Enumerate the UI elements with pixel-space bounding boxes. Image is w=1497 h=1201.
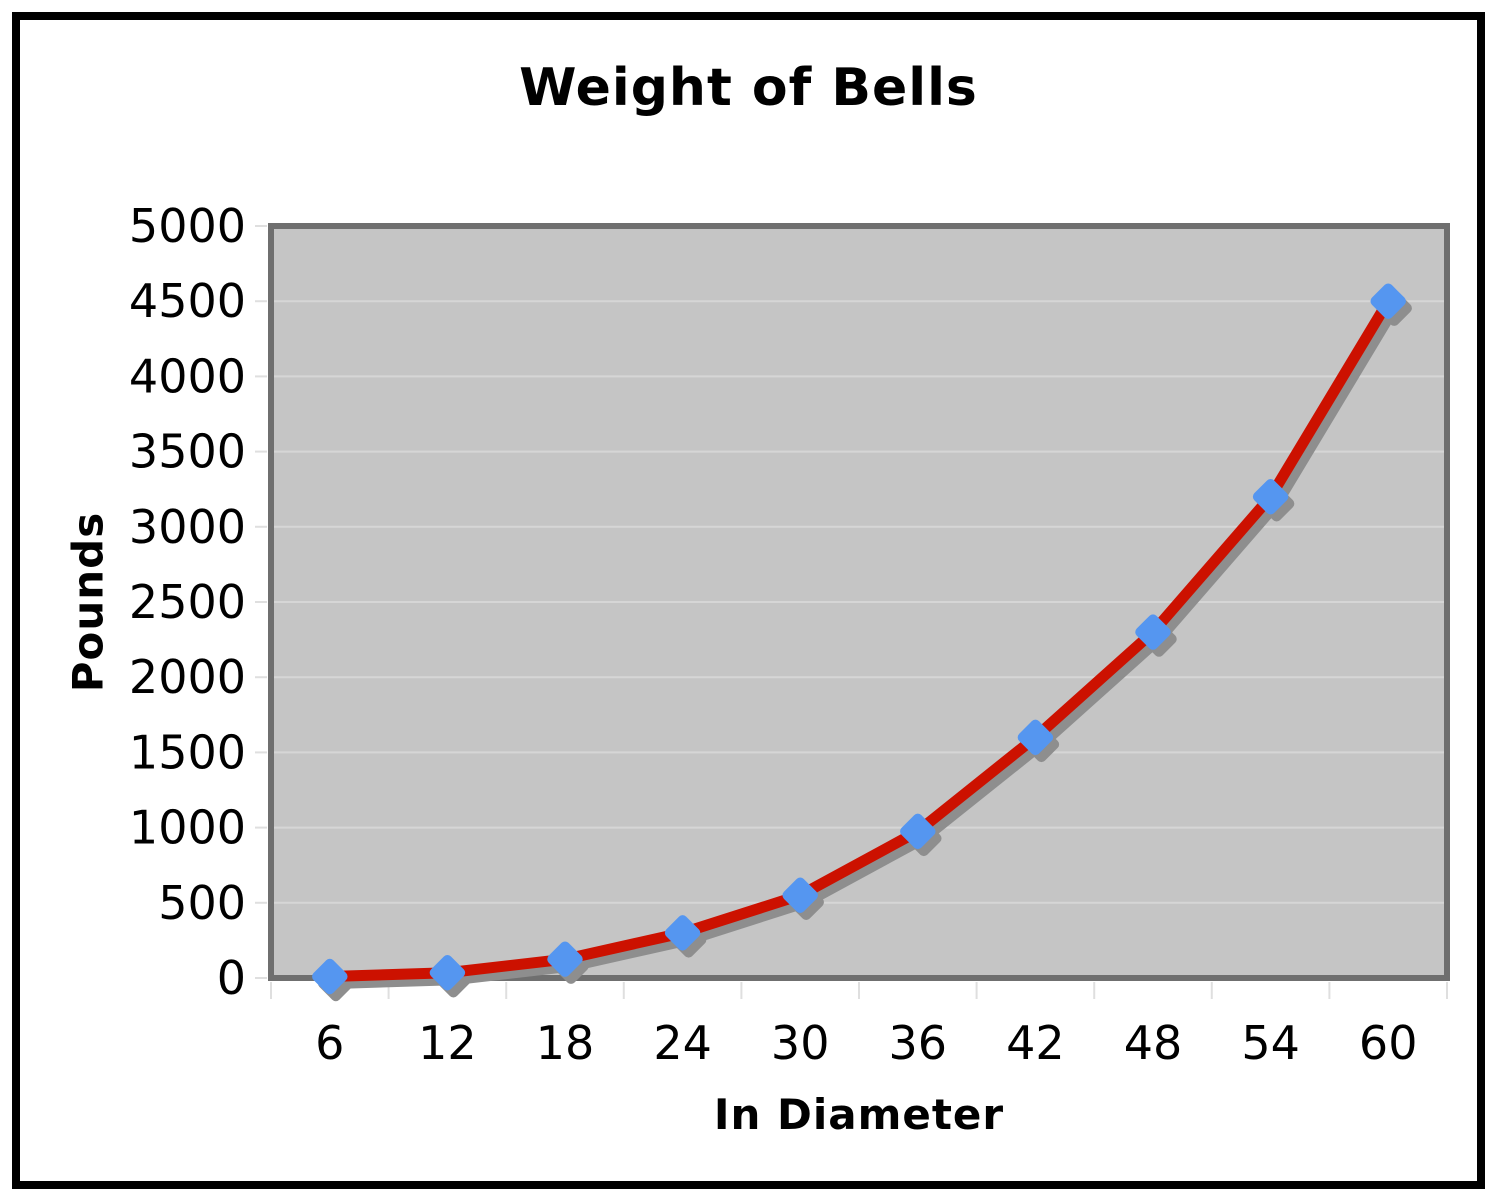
y-axis-title: Pounds [63, 511, 113, 693]
y-axis-tick-label: 2000 [129, 650, 246, 704]
y-axis-tick-label: 3000 [129, 500, 246, 554]
data-point-marker [1370, 283, 1406, 319]
y-axis-tick-label: 1500 [129, 725, 246, 779]
data-point-marker [1252, 478, 1289, 515]
x-axis-title: In Diameter [713, 1090, 1005, 1139]
data-point-marker [312, 958, 348, 995]
x-axis-tick-label: 12 [418, 1016, 477, 1070]
data-point-marker [1017, 719, 1054, 756]
y-axis-tick-label: 5000 [129, 199, 246, 253]
data-point-marker [1135, 614, 1171, 650]
x-axis-tick-label: 60 [1359, 1016, 1418, 1070]
x-axis-tick-label: 36 [889, 1016, 948, 1070]
x-axis-tick-label: 48 [1124, 1016, 1183, 1070]
x-axis-tick-label: 54 [1241, 1016, 1300, 1070]
data-point-marker [547, 941, 583, 977]
y-axis-tick-label: 4000 [129, 349, 246, 403]
series-line-shadow [330, 302, 1400, 989]
x-axis-tick-label: 30 [771, 1016, 830, 1070]
y-axis-tick-label: 500 [158, 876, 246, 930]
data-point-marker [429, 955, 466, 991]
data-point-marker [664, 915, 701, 951]
y-axis-tick-label: 2500 [129, 575, 246, 629]
y-axis-tick-label: 1000 [129, 801, 246, 855]
plot-border [268, 223, 1450, 981]
x-axis-tick-label: 18 [536, 1016, 595, 1070]
y-axis-tick-label: 0 [217, 951, 246, 1005]
x-axis-tick-label: 42 [1006, 1016, 1065, 1070]
x-axis-tick-label: 24 [653, 1016, 712, 1070]
series-line [324, 295, 1394, 982]
y-axis-tick-label: 4500 [129, 274, 246, 328]
y-axis-tick-label: 3500 [129, 425, 246, 479]
chart-title: Weight of Bells [519, 58, 978, 118]
data-point-marker [900, 813, 936, 850]
x-axis-tick-label: 6 [315, 1016, 344, 1070]
data-point-marker [782, 877, 818, 914]
